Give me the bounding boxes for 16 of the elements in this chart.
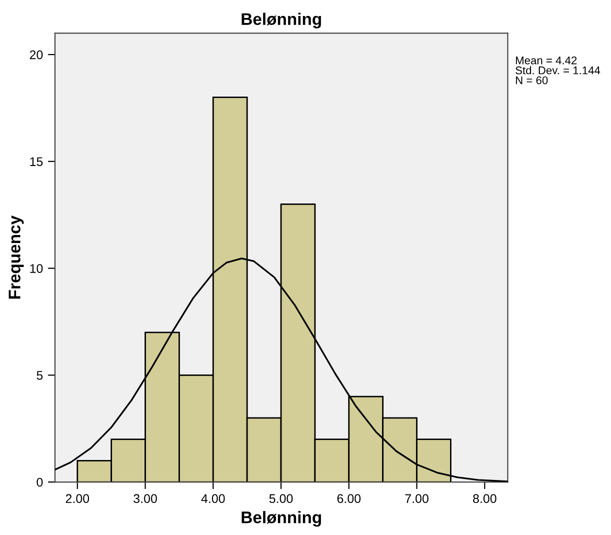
y-tick-label: 20 bbox=[30, 50, 43, 60]
x-tick-label: 5.00 bbox=[269, 494, 293, 504]
y-axis-title: Frequency bbox=[8, 216, 24, 299]
x-tick-label: 3.00 bbox=[134, 494, 157, 504]
y-tick-label: 10 bbox=[30, 264, 43, 273]
y-tick-label: 15 bbox=[30, 157, 43, 166]
x-tick-label: 7.00 bbox=[405, 494, 428, 504]
y-tick-label: 0 bbox=[36, 478, 43, 487]
y-tick-label: 5 bbox=[36, 371, 43, 380]
text: Mean = 4.42 Std. Dev. = 1.144 N = 60 bbox=[516, 56, 600, 84]
x-tick-label: 4.00 bbox=[201, 494, 225, 504]
x-tick-label: 6.00 bbox=[337, 494, 361, 504]
x-tick-label: 8.00 bbox=[473, 494, 496, 504]
chart-title: Belønning bbox=[242, 12, 321, 28]
x-axis-title: Belønning bbox=[242, 511, 321, 527]
x-tick-label: 2.00 bbox=[66, 494, 90, 504]
